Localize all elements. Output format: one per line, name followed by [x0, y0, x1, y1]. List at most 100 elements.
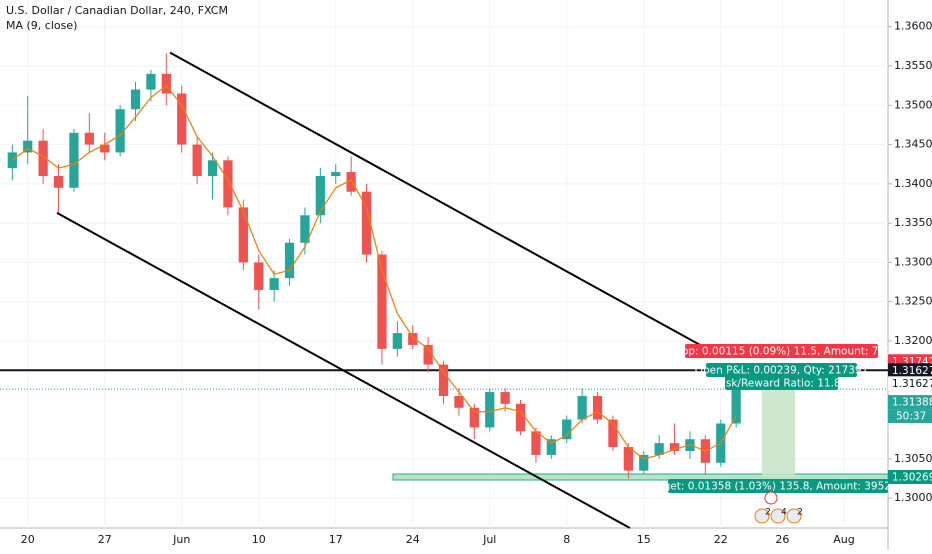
y-tick-label: 1.33500: [894, 216, 932, 229]
candle-body: [69, 132, 79, 188]
target-label-box: [668, 479, 888, 493]
candle-body: [146, 73, 156, 90]
x-tick-label: 24: [406, 533, 420, 546]
candle-body: [546, 439, 556, 455]
countdown-box: [888, 409, 932, 424]
profit-zone: [762, 389, 795, 478]
event-count: 4: [781, 508, 787, 518]
candle-body: [331, 172, 341, 176]
candle-body: [639, 454, 649, 471]
pnl-label: Open P&L: 0.00239, Qty: 217391: [695, 365, 869, 377]
candle-body: [254, 262, 264, 290]
y-tick-label: 1.30500: [894, 452, 932, 465]
candle-body: [53, 176, 64, 188]
y-tick-label: 1.35000: [894, 98, 932, 111]
candle-body: [284, 242, 295, 279]
price-label-box: [888, 395, 932, 410]
candle-body: [392, 333, 402, 349]
y-tick-label: 1.30000: [894, 491, 932, 504]
plot: [0, 0, 889, 529]
event-icon: [754, 508, 770, 524]
target-label: Target: 0.01358 (1.03%) 135.8, Amount: 3…: [647, 481, 907, 493]
candle-body: [100, 144, 110, 153]
candle-body: [531, 431, 541, 455]
trend-line: [169, 51, 701, 346]
chart-title: U.S. Dollar / Canadian Dollar, 240, FXCM: [6, 4, 228, 17]
candle-body: [315, 176, 325, 216]
candle-body: [223, 160, 233, 208]
candle-body: [377, 254, 387, 349]
price-label-box: [888, 363, 932, 378]
y-tick-label: 1.36000: [894, 20, 932, 33]
event-icon: [786, 508, 802, 524]
price-label: 1.31388: [892, 397, 932, 409]
price-label: 1.31627: [892, 378, 932, 390]
y-tick-label: 1.33000: [894, 255, 932, 268]
candle-body: [731, 388, 741, 424]
x-tick-label: 8: [563, 533, 570, 546]
y-tick-label: 1.32000: [894, 334, 932, 347]
candle-body: [669, 443, 680, 451]
candle-body: [38, 140, 48, 176]
candle-body: [130, 89, 141, 110]
event-count: 2: [797, 508, 803, 518]
x-tick-label: 22: [714, 533, 728, 546]
y-tick-label: 1.35500: [894, 59, 932, 72]
x-tick-label: 10: [252, 533, 266, 546]
rr-label: Risk/Reward Ratio: 11.81: [716, 378, 848, 390]
candle-body: [300, 215, 310, 243]
candle-body: [515, 403, 526, 432]
candle-body: [592, 396, 603, 420]
price-label: 1.31627: [892, 365, 932, 377]
event-count: 2: [765, 508, 771, 518]
y-tick-label: 1.34500: [894, 138, 932, 151]
candle-body: [346, 172, 356, 192]
candle-body: [654, 443, 664, 455]
y-tick-label: 1.32500: [894, 295, 932, 308]
x-tick-label: 27: [98, 533, 112, 546]
candle-body: [608, 419, 618, 448]
countdown: 50:37: [896, 411, 926, 423]
indicator-label: MA (9, close): [6, 19, 77, 32]
price-label-box: [888, 376, 932, 391]
candle-body: [623, 447, 633, 471]
x-tick-label: 17: [329, 533, 343, 546]
candle-body: [238, 207, 248, 263]
candle-body: [84, 132, 94, 145]
price-label: 1.30269: [892, 472, 932, 484]
event-icon: [764, 491, 778, 505]
event-icon: [770, 508, 786, 524]
candle-body: [361, 191, 372, 255]
candle-body: [177, 93, 187, 145]
x-tick-label: 26: [775, 533, 789, 546]
candle-body: [192, 144, 202, 176]
candle-body: [454, 396, 464, 408]
candle-body: [408, 333, 418, 345]
x-tick-label: Aug: [833, 533, 854, 546]
x-tick-label: 20: [21, 533, 35, 546]
x-tick-label: Jul: [482, 533, 496, 546]
candle-body: [577, 396, 587, 420]
stop-label-box: [685, 344, 878, 358]
candle-body: [161, 73, 171, 94]
x-tick-label: 15: [637, 533, 651, 546]
stop-label: Stop: 0.00115 (0.09%) 11.5, Amount: 750: [671, 346, 892, 358]
candle-body: [485, 392, 495, 428]
candle-body: [423, 344, 433, 365]
candle-body: [23, 140, 33, 153]
rr-label-box: [725, 376, 838, 390]
trend-line: [56, 212, 631, 529]
y-tick-label: 1.34000: [894, 177, 932, 190]
pnl-label-box: [706, 363, 857, 377]
candle-body: [269, 278, 279, 290]
x-tick-label: Jun: [172, 533, 190, 546]
moving-average: [11, 84, 737, 460]
candle-body: [562, 419, 572, 440]
candle-body: [115, 109, 125, 153]
candle-body: [500, 392, 510, 404]
price-label-box: [888, 470, 932, 485]
candle-body: [469, 407, 479, 428]
candle-body: [207, 160, 218, 176]
candle-body: [438, 364, 449, 396]
